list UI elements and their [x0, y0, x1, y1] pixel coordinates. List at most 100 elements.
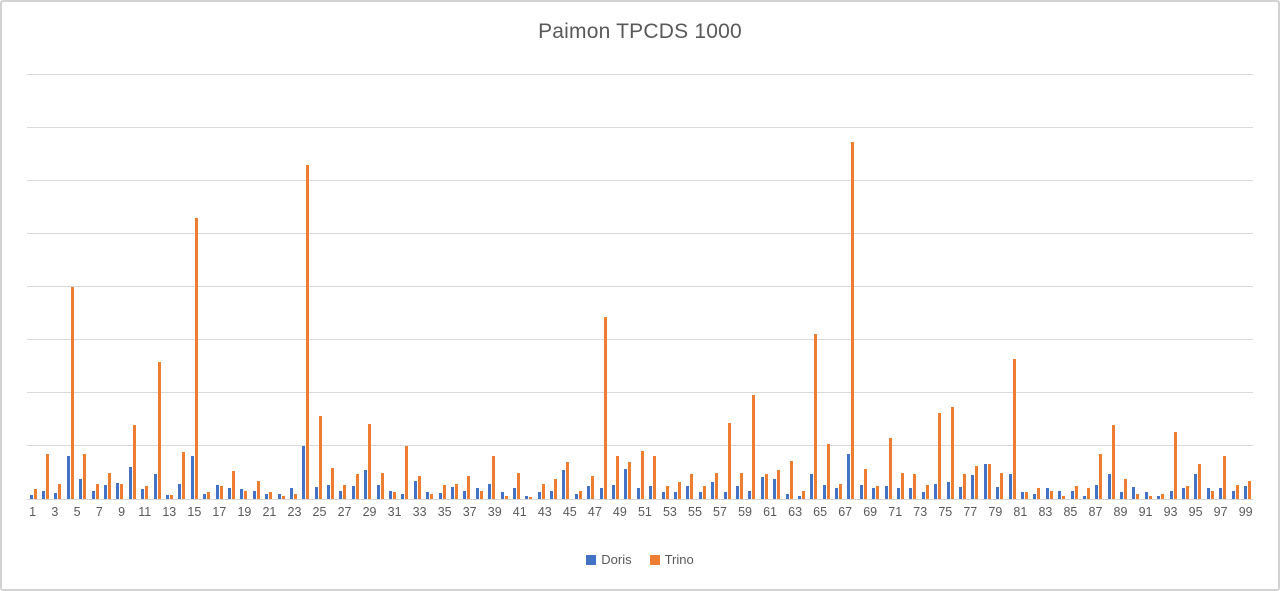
- x-axis-label: 7: [95, 505, 103, 519]
- x-axis-label: 67: [838, 505, 853, 519]
- bar-doris: [773, 478, 777, 499]
- bar-group: [1006, 76, 1018, 499]
- x-axis-label: [452, 505, 463, 519]
- gridline: [27, 286, 1253, 287]
- x-axis-label: 65: [813, 505, 828, 519]
- bar-trino: [640, 451, 644, 499]
- bar-doris: [537, 491, 541, 499]
- bar-group: [64, 76, 76, 499]
- bar-group: [808, 76, 820, 499]
- bar-trino: [281, 495, 285, 499]
- bar-doris: [859, 485, 863, 499]
- bar-trino: [293, 493, 297, 499]
- bar-group: [27, 76, 39, 499]
- bar-group: [708, 76, 720, 499]
- x-axis-label: [276, 505, 287, 519]
- bar-trino: [467, 475, 471, 499]
- bar-trino: [1086, 488, 1090, 499]
- x-axis-label: [577, 505, 588, 519]
- x-axis-label: [1127, 505, 1138, 519]
- bar-trino: [182, 452, 186, 499]
- bar-doris: [165, 494, 169, 499]
- x-axis-label: [627, 505, 638, 519]
- bar-trino: [1024, 491, 1028, 499]
- bar-doris: [488, 484, 492, 499]
- x-axis-label: [105, 505, 116, 519]
- bar-group: [275, 76, 287, 499]
- x-axis-label: 31: [387, 505, 402, 519]
- bar-group: [262, 76, 274, 499]
- bar-trino: [1247, 480, 1251, 499]
- bar-trino: [1186, 486, 1190, 499]
- x-axis-label: [301, 505, 312, 519]
- bar-trino: [504, 495, 508, 499]
- x-axis-label: [927, 505, 938, 519]
- x-axis-label: [1203, 505, 1214, 519]
- bar-group: [919, 76, 931, 499]
- x-axis-label: 29: [362, 505, 377, 519]
- x-axis-label: [727, 505, 738, 519]
- x-axis-label: [38, 505, 49, 519]
- bar-group: [39, 76, 51, 499]
- bar-group: [770, 76, 782, 499]
- bar-group: [362, 76, 374, 499]
- bar-group: [510, 76, 522, 499]
- bar-doris: [835, 488, 839, 499]
- bar-group: [188, 76, 200, 499]
- bar-trino: [1198, 464, 1202, 499]
- bar-trino: [331, 468, 335, 499]
- bar-group: [1043, 76, 1055, 499]
- bar-doris: [983, 464, 987, 499]
- x-axis-label: 15: [187, 505, 202, 519]
- bar-trino: [578, 490, 582, 499]
- bar-trino: [442, 485, 446, 499]
- bar-doris: [389, 490, 393, 499]
- x-axis-label: 43: [537, 505, 552, 519]
- bar-trino: [1099, 454, 1103, 499]
- gridline: [27, 74, 1253, 75]
- bar-trino: [938, 413, 942, 499]
- doris-swatch-icon: [586, 554, 597, 565]
- bar-group: [1179, 76, 1191, 499]
- bar-doris: [1008, 473, 1012, 499]
- bar-trino: [46, 454, 50, 499]
- x-axis-label: [1228, 505, 1239, 519]
- bar-doris: [265, 493, 269, 499]
- bar-doris: [1157, 495, 1161, 499]
- legend-item-doris: Doris: [586, 552, 632, 567]
- x-axis-label: [477, 505, 488, 519]
- bar-doris: [562, 470, 566, 499]
- bar-group: [250, 76, 262, 499]
- bar-doris: [599, 488, 603, 499]
- x-axis-label: [677, 505, 688, 519]
- x-axis-label: 99: [1238, 505, 1253, 519]
- x-axis-label: [251, 505, 262, 519]
- x-axis-label: 19: [237, 505, 252, 519]
- bar-group: [1117, 76, 1129, 499]
- plot-area: [27, 74, 1253, 500]
- x-axis-label: [1152, 505, 1163, 519]
- bar-doris: [42, 490, 46, 499]
- bar-group: [1130, 76, 1142, 499]
- bar-group: [1241, 76, 1253, 499]
- bar-group: [1142, 76, 1154, 499]
- bar-doris: [574, 493, 578, 499]
- bar-group: [411, 76, 423, 499]
- bar-group: [1155, 76, 1167, 499]
- x-axis-label: [1102, 505, 1113, 519]
- x-axis-label: 51: [637, 505, 652, 519]
- bar-trino: [975, 466, 979, 499]
- x-axis-label: 47: [587, 505, 602, 519]
- bar-trino: [95, 484, 99, 499]
- x-axis-label: 93: [1163, 505, 1178, 519]
- x-axis-label: 71: [888, 505, 903, 519]
- bar-trino: [913, 473, 917, 499]
- bar-trino: [343, 485, 347, 499]
- bar-trino: [851, 141, 855, 499]
- bar-doris: [1107, 473, 1111, 499]
- x-axis-label: [852, 505, 863, 519]
- x-axis-label: [1178, 505, 1189, 519]
- x-axis-label: [351, 505, 362, 519]
- bar-group: [845, 76, 857, 499]
- bar-group: [758, 76, 770, 499]
